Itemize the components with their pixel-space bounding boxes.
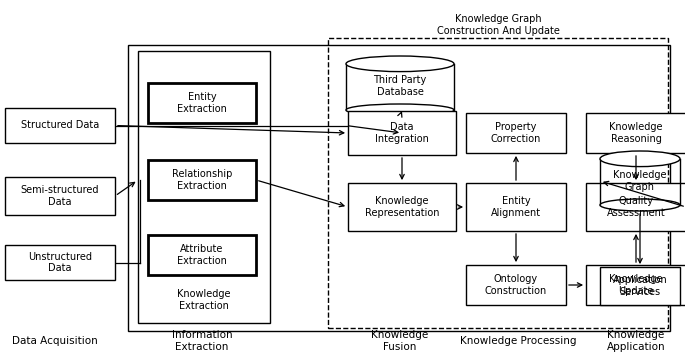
Ellipse shape xyxy=(346,104,454,116)
FancyBboxPatch shape xyxy=(586,113,685,153)
Text: Knowledge
Fusion: Knowledge Fusion xyxy=(371,330,429,352)
Text: Knowledge
Update: Knowledge Update xyxy=(609,274,663,296)
Ellipse shape xyxy=(346,56,454,72)
FancyBboxPatch shape xyxy=(128,45,670,331)
FancyBboxPatch shape xyxy=(466,183,566,231)
Text: Third Party
Database: Third Party Database xyxy=(373,75,427,97)
Text: Data
Integration: Data Integration xyxy=(375,122,429,144)
FancyBboxPatch shape xyxy=(148,160,256,200)
FancyBboxPatch shape xyxy=(5,108,115,143)
FancyBboxPatch shape xyxy=(586,265,685,305)
Text: Ontology
Construction: Ontology Construction xyxy=(485,274,547,296)
FancyBboxPatch shape xyxy=(600,267,680,305)
Text: Knowledge
Representation: Knowledge Representation xyxy=(364,196,439,218)
Text: Knowledge Processing: Knowledge Processing xyxy=(460,336,576,346)
FancyBboxPatch shape xyxy=(5,177,115,215)
Ellipse shape xyxy=(600,199,680,211)
Text: Property
Correction: Property Correction xyxy=(491,122,541,144)
Text: Unstructured
Data: Unstructured Data xyxy=(28,252,92,273)
Text: Entity
Alignment: Entity Alignment xyxy=(491,196,541,218)
Text: Knowledge Graph
Construction And Update: Knowledge Graph Construction And Update xyxy=(436,14,560,36)
Text: Entity
Extraction: Entity Extraction xyxy=(177,92,227,114)
Text: Data Acquisition: Data Acquisition xyxy=(12,336,98,346)
Text: Knowledge
Graph: Knowledge Graph xyxy=(613,170,667,192)
FancyBboxPatch shape xyxy=(148,235,256,275)
Text: Attribute
Extraction: Attribute Extraction xyxy=(177,244,227,266)
Text: Application
Services: Application Services xyxy=(612,275,667,297)
FancyBboxPatch shape xyxy=(138,51,270,323)
FancyBboxPatch shape xyxy=(586,183,685,231)
FancyBboxPatch shape xyxy=(466,113,566,153)
Text: Knowledge
Reasoning: Knowledge Reasoning xyxy=(609,122,663,144)
FancyBboxPatch shape xyxy=(348,183,456,231)
Text: Semi-structured
Data: Semi-structured Data xyxy=(21,185,99,207)
FancyBboxPatch shape xyxy=(5,245,115,280)
Ellipse shape xyxy=(600,151,680,167)
Text: Knowledge
Application: Knowledge Application xyxy=(607,330,665,352)
FancyBboxPatch shape xyxy=(466,265,566,305)
Text: Structured Data: Structured Data xyxy=(21,120,99,131)
Text: Knowledge
Extraction: Knowledge Extraction xyxy=(177,289,231,311)
FancyBboxPatch shape xyxy=(148,83,256,123)
Text: Quality
Assessment: Quality Assessment xyxy=(607,196,665,218)
FancyBboxPatch shape xyxy=(348,111,456,155)
Text: Information
Extraction: Information Extraction xyxy=(172,330,232,352)
Text: Relationship
Extraction: Relationship Extraction xyxy=(172,169,232,191)
